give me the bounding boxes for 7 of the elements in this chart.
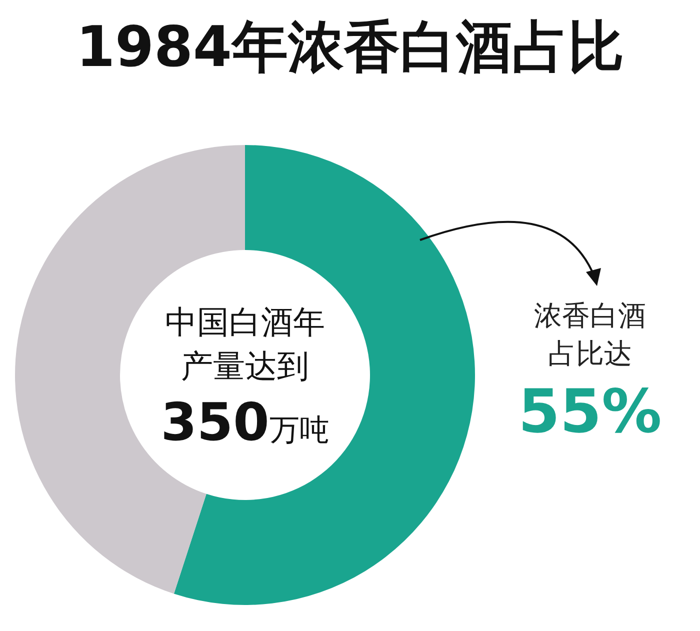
text: 产量达到 bbox=[181, 347, 309, 385]
text: 350万吨 bbox=[160, 393, 330, 453]
text: 浓香白酒 bbox=[534, 299, 646, 332]
chart-title: 1984年浓香白酒占比 bbox=[76, 15, 624, 80]
text: 占比达 bbox=[548, 337, 632, 370]
data-label: 55% bbox=[518, 377, 662, 447]
text: 中国白酒年 bbox=[165, 303, 325, 341]
